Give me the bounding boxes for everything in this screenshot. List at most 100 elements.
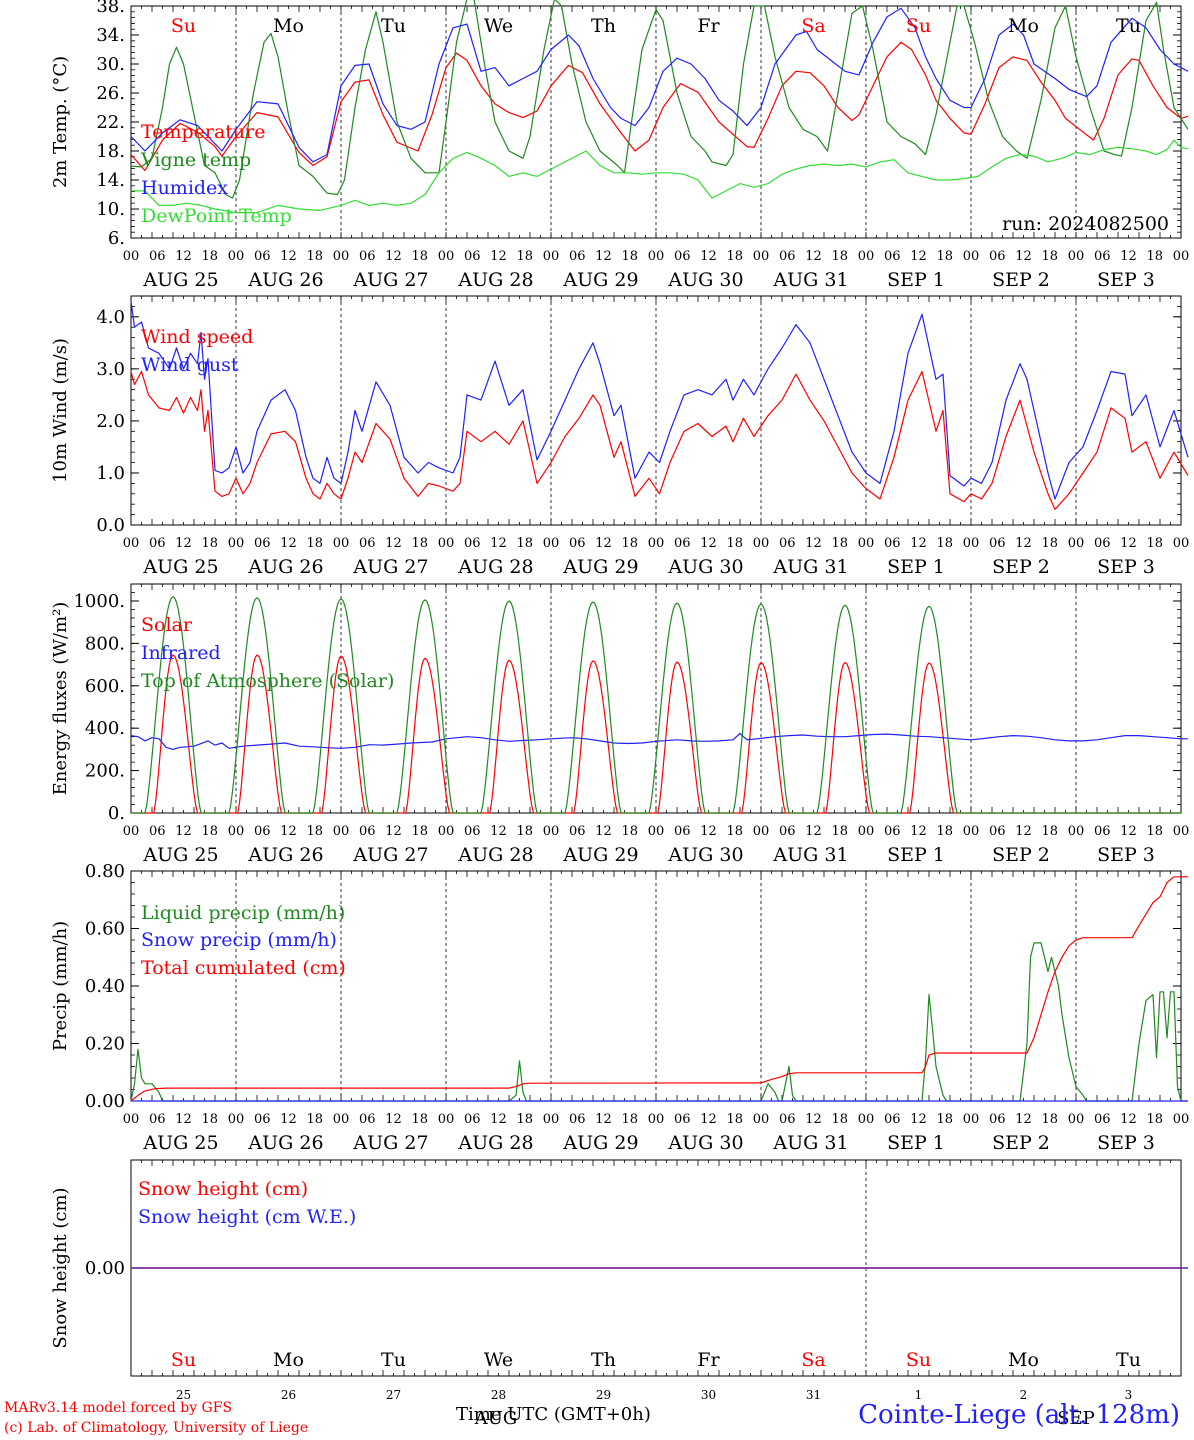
hour-tick-label: 06 xyxy=(149,1112,166,1127)
y-tick-label: 0.0 xyxy=(96,515,125,536)
date-label: AUG 25 xyxy=(142,1132,218,1154)
date-label: AUG 28 xyxy=(457,556,533,578)
hour-tick-label: 12 xyxy=(385,249,402,264)
hour-tick-label: 00 xyxy=(228,249,245,264)
date-label: AUG 28 xyxy=(457,844,533,866)
panel-precip: 0.00 0.20 0.40 0.60 0.80 Precip (mm/h) Liquid … xyxy=(50,861,1189,1154)
hour-tick-label: 12 xyxy=(1015,1112,1032,1127)
hour-tick-label: 06 xyxy=(149,249,166,264)
hour-tick-label: 00 xyxy=(123,1112,140,1127)
hour-tick-label: 18 xyxy=(726,824,743,839)
day-number-label: 25 xyxy=(176,1388,191,1402)
weekday-label: Su xyxy=(906,1349,931,1371)
hour-tick-label: 18 xyxy=(726,1112,743,1127)
hour-tick-label: 12 xyxy=(280,1112,297,1127)
hour-tick-label: 18 xyxy=(1041,536,1058,551)
hour-tick-label: 18 xyxy=(306,536,323,551)
hour-tick-label: 06 xyxy=(359,249,376,264)
legend-label: Humidex xyxy=(141,177,228,199)
legend-label: Total cumulated (cm) xyxy=(141,957,346,979)
hour-tick-label: 00 xyxy=(753,1112,770,1127)
hour-tick-label: 12 xyxy=(805,536,822,551)
date-label: AUG 29 xyxy=(562,269,638,291)
date-label: SEP 3 xyxy=(1097,1132,1155,1154)
month-label-aug: AUG xyxy=(474,1408,518,1429)
date-label: AUG 29 xyxy=(562,844,638,866)
station-title: Cointe-Liege (alt. 128m) xyxy=(858,1400,1180,1430)
y-axis-label: Snow height (cm) xyxy=(50,1187,71,1348)
hour-tick-label: 12 xyxy=(805,249,822,264)
hour-tick-label: 00 xyxy=(858,1112,875,1127)
hour-tick-label: 06 xyxy=(254,1112,271,1127)
hour-tick-label: 18 xyxy=(411,536,428,551)
hour-tick-label: 12 xyxy=(1015,536,1032,551)
hour-tick-label: 06 xyxy=(989,824,1006,839)
weekday-label: We xyxy=(484,15,513,37)
hour-tick-label: 00 xyxy=(543,1112,560,1127)
hour-tick-label: 12 xyxy=(910,1112,927,1127)
date-label: SEP 1 xyxy=(887,844,945,866)
weekday-label: We xyxy=(484,1349,513,1371)
hour-tick-label: 12 xyxy=(700,824,717,839)
panel-snow: 0.00 Snow height (cm) Snow height (cm) Snow… xyxy=(50,1159,1188,1429)
hour-tick-label: 18 xyxy=(621,1112,638,1127)
hour-tick-label: 00 xyxy=(1068,824,1085,839)
date-label: AUG 29 xyxy=(562,1132,638,1154)
y-tick-label: 34. xyxy=(96,25,125,46)
day-number-label: 31 xyxy=(806,1388,821,1402)
hour-tick-label: 00 xyxy=(438,824,455,839)
legend-label: Wind gust xyxy=(141,354,239,376)
weekday-label: Mo xyxy=(1008,15,1039,37)
date-label: SEP 2 xyxy=(992,1132,1050,1154)
hour-tick-label: 18 xyxy=(411,1112,428,1127)
hour-tick-label: 18 xyxy=(831,824,848,839)
hour-tick-label: 12 xyxy=(1015,249,1032,264)
date-label: AUG 30 xyxy=(667,1132,743,1154)
y-tick-label: 14. xyxy=(96,170,125,191)
hour-tick-label: 18 xyxy=(201,536,218,551)
date-label: SEP 3 xyxy=(1097,269,1155,291)
hour-tick-label: 18 xyxy=(516,536,533,551)
hour-tick-label: 12 xyxy=(490,536,507,551)
panel-energy: 0. 200. 400. 600. 800. 1000.Energy fluxes (W/… xyxy=(50,583,1189,866)
legend-label: Snow precip (mm/h) xyxy=(141,929,337,951)
hour-tick-label: 12 xyxy=(1120,824,1137,839)
y-axis-label: Precip (mm/h) xyxy=(50,921,71,1051)
hour-tick-label: 00 xyxy=(438,536,455,551)
series-wind-gust xyxy=(130,301,1189,500)
hour-tick-label: 18 xyxy=(621,249,638,264)
weekday-label: Fr xyxy=(697,1349,720,1371)
weekday-label: Mo xyxy=(273,15,304,37)
hour-tick-label: 00 xyxy=(1173,249,1190,264)
weekday-label: Tu xyxy=(1116,15,1141,37)
y-tick-label: 30. xyxy=(96,54,125,75)
hour-tick-label: 00 xyxy=(438,249,455,264)
legend-label: Snow height (cm W.E.) xyxy=(138,1206,356,1228)
hour-tick-label: 18 xyxy=(201,249,218,264)
model-credit-line: MARv3.14 model forced by GFS xyxy=(4,1400,233,1416)
weekday-label: Mo xyxy=(273,1349,304,1371)
hour-tick-label: 18 xyxy=(201,1112,218,1127)
hour-tick-label: 00 xyxy=(963,824,980,839)
y-tick-label: 1000. xyxy=(73,591,125,612)
date-label: SEP 1 xyxy=(887,1132,945,1154)
hour-tick-label: 12 xyxy=(385,1112,402,1127)
hour-tick-label: 06 xyxy=(884,536,901,551)
hour-tick-label: 06 xyxy=(464,536,481,551)
hour-tick-label: 12 xyxy=(700,1112,717,1127)
y-tick-label: 26. xyxy=(96,83,125,104)
y-axis-label: 10m Wind (m/s) xyxy=(50,338,71,483)
hour-tick-label: 06 xyxy=(779,249,796,264)
hour-tick-label: 00 xyxy=(963,249,980,264)
hour-tick-label: 00 xyxy=(228,824,245,839)
day-number-label: 30 xyxy=(701,1388,716,1402)
hour-tick-label: 12 xyxy=(490,249,507,264)
y-tick-label: 6. xyxy=(108,228,125,249)
hour-tick-label: 06 xyxy=(1094,824,1111,839)
hour-tick-label: 18 xyxy=(306,249,323,264)
y-tick-label: 0.00 xyxy=(85,1091,125,1112)
hour-tick-label: 00 xyxy=(333,1112,350,1127)
hour-tick-label: 12 xyxy=(595,1112,612,1127)
hour-tick-label: 06 xyxy=(464,249,481,264)
